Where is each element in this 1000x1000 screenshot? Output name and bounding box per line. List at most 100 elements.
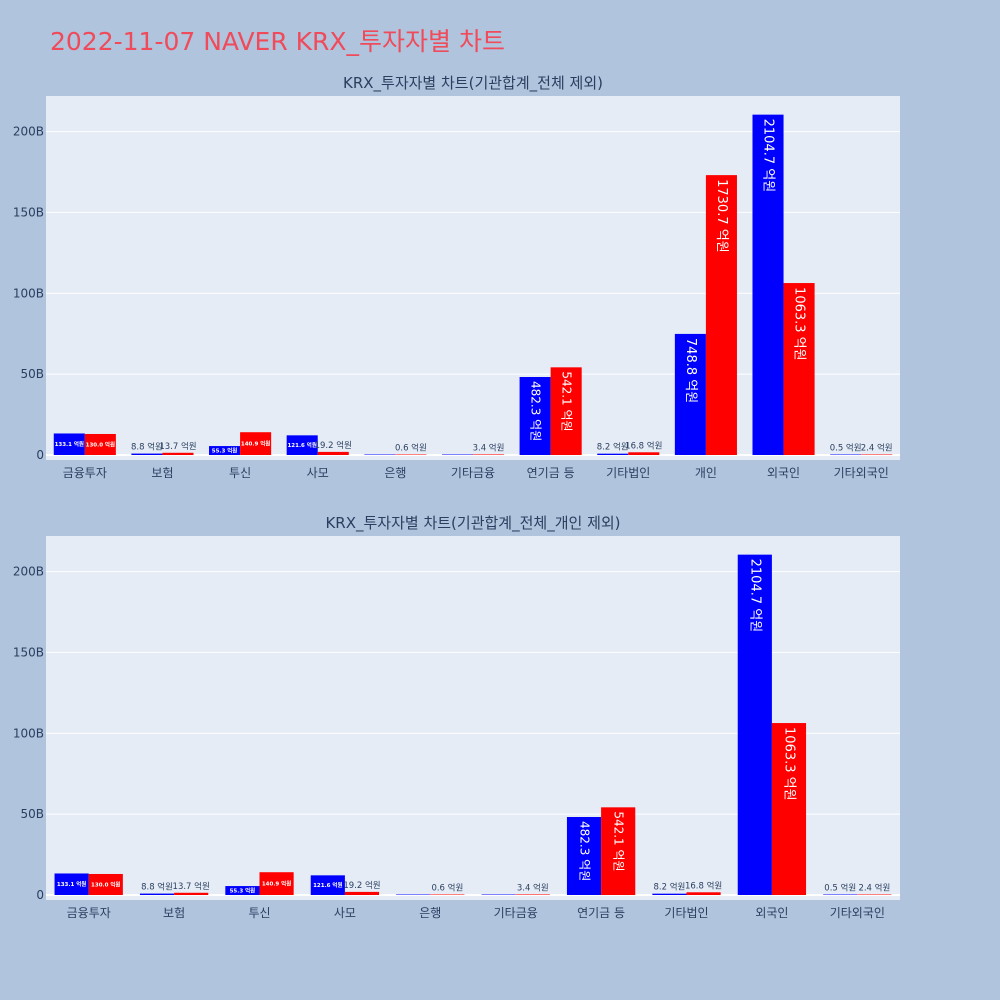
y-tick-label: 50B — [20, 367, 44, 381]
bar — [395, 454, 427, 455]
bar — [310, 875, 345, 895]
bar — [601, 807, 636, 895]
x-tick-label: 사모 — [307, 466, 329, 480]
x-tick-label: 보험 — [163, 906, 185, 920]
x-tick-label: 투신 — [248, 906, 270, 920]
bar — [674, 333, 706, 455]
data-label: 16.8 억원 — [625, 440, 662, 451]
y-tick-label: 200B — [13, 125, 44, 139]
bar — [705, 175, 737, 455]
bar — [317, 451, 349, 455]
x-tick-label: 사모 — [334, 906, 356, 920]
data-label: 1063.3 억원 — [792, 287, 807, 361]
bar — [771, 723, 807, 895]
data-label: 8.2 억원 — [653, 882, 685, 893]
data-label: 748.8 억원 — [683, 338, 698, 403]
x-tick-label: 기타법인 — [664, 906, 708, 920]
bar — [209, 446, 241, 455]
x-tick-label: 금융투자 — [67, 906, 111, 920]
data-label: 0.5 억원 — [824, 883, 856, 894]
bar — [823, 894, 858, 895]
x-tick-label: 외국인 — [755, 906, 788, 920]
x-tick-label: 기타외국인 — [834, 466, 889, 480]
bar-chart-top: 0 50B 100B 150B 200B KRX_투자자별 차트(기관합계_전체 제외) 금… — [13, 74, 900, 480]
bar — [737, 554, 772, 895]
bar — [473, 454, 505, 455]
bar — [830, 454, 862, 455]
y-tick-label: 100B — [13, 286, 44, 300]
data-label: 542.1 억원 — [612, 811, 626, 871]
x-tick-label: 연기금 등 — [577, 906, 625, 920]
data-label: 3.4 억원 — [517, 882, 549, 893]
data-label: 121.6 억원 — [287, 441, 316, 449]
page-title: 2022-11-07 NAVER KRX_투자자별 차트 — [50, 27, 505, 56]
data-label: 19.2 억원 — [343, 880, 380, 891]
bar-chart-bottom: 0 50B 100B 150B 200B KRX_투자자별 차트(기관합계_전체_개인 제… — [13, 514, 900, 920]
data-label: 55.3 억원 — [230, 887, 256, 895]
data-label: 2104.7 억원 — [761, 119, 776, 193]
bar — [628, 452, 660, 455]
chart-subtitle: KRX_투자자별 차트(기관합계_전체 제외) — [343, 74, 603, 93]
bar — [861, 454, 893, 455]
data-label: 140.9 억원 — [262, 880, 291, 888]
bar — [441, 454, 473, 455]
data-label: 3.4 억원 — [473, 442, 505, 453]
bar — [344, 891, 380, 895]
bar — [652, 893, 687, 895]
y-tick-label: 200B — [13, 565, 44, 579]
bar — [286, 435, 318, 455]
x-tick-label: 외국인 — [767, 466, 800, 480]
data-label: 2.4 억원 — [858, 883, 890, 894]
x-tick-label: 금융투자 — [63, 466, 107, 480]
data-label: 542.1 억원 — [560, 371, 574, 431]
bar — [88, 873, 123, 895]
data-label: 0.5 억원 — [830, 443, 862, 454]
data-label: 16.8 억원 — [685, 880, 722, 891]
bar — [686, 892, 721, 895]
data-label: 13.7 억원 — [159, 441, 196, 452]
x-tick-label: 기타법인 — [606, 466, 650, 480]
x-tick-label: 연기금 등 — [527, 466, 575, 480]
data-label: 8.8 억원 — [141, 882, 173, 893]
bar — [240, 432, 272, 455]
bar — [857, 894, 892, 895]
bar — [259, 872, 294, 895]
data-label: 8.2 억원 — [597, 442, 629, 453]
x-tick-label: 기타외국인 — [830, 906, 885, 920]
bar — [53, 433, 85, 455]
bar — [519, 377, 551, 455]
bar — [597, 453, 629, 455]
data-label: 1063.3 억원 — [781, 727, 796, 801]
data-label: 133.1 억원 — [55, 440, 84, 448]
data-label: 55.3 억원 — [212, 447, 238, 455]
bar — [566, 817, 602, 895]
bar — [396, 894, 431, 895]
data-label: 130.0 억원 — [86, 440, 115, 448]
data-label: 2.4 억원 — [861, 443, 893, 454]
bar — [174, 892, 209, 895]
data-label: 13.7 억원 — [173, 881, 210, 892]
bar — [162, 452, 194, 455]
bar — [783, 283, 815, 455]
y-tick-label: 150B — [13, 205, 44, 219]
bar — [481, 894, 516, 895]
y-tick-label: 0 — [36, 888, 44, 902]
x-tick-label: 투신 — [229, 466, 251, 480]
y-tick-label: 0 — [36, 448, 44, 462]
bar — [131, 453, 163, 455]
data-label: 1730.7 억원 — [714, 179, 729, 253]
chart-subtitle: KRX_투자자별 차트(기관합계_전체_개인 제외) — [325, 514, 620, 533]
bar — [550, 367, 582, 455]
x-tick-label: 개인 — [695, 466, 717, 480]
bar — [752, 114, 784, 455]
data-label: 0.6 억원 — [395, 443, 427, 454]
bar — [84, 433, 116, 455]
x-tick-label: 은행 — [384, 465, 406, 480]
data-label: 19.2 억원 — [315, 440, 352, 451]
data-label: 121.6 억원 — [313, 881, 342, 889]
data-label: 0.6 억원 — [431, 883, 463, 894]
data-label: 482.3 억원 — [578, 821, 592, 881]
x-tick-label: 기타금융 — [451, 466, 495, 480]
data-label: 133.1 억원 — [57, 880, 86, 888]
data-label: 130.0 억원 — [91, 880, 120, 888]
